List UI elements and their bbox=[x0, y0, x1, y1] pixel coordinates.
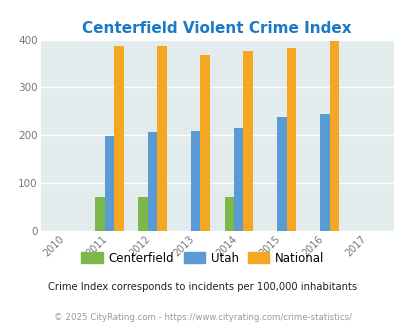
Bar bbox=[114, 46, 124, 231]
Bar bbox=[320, 114, 329, 231]
Bar bbox=[224, 197, 233, 231]
Text: Crime Index corresponds to incidents per 100,000 inhabitants: Crime Index corresponds to incidents per… bbox=[48, 282, 357, 292]
Title: Centerfield Violent Crime Index: Centerfield Violent Crime Index bbox=[82, 21, 351, 36]
Bar bbox=[147, 132, 157, 231]
Bar bbox=[276, 117, 286, 231]
Bar bbox=[233, 128, 243, 231]
Bar bbox=[190, 131, 200, 231]
Text: © 2025 CityRating.com - https://www.cityrating.com/crime-statistics/: © 2025 CityRating.com - https://www.city… bbox=[54, 313, 351, 322]
Legend: Centerfield, Utah, National: Centerfield, Utah, National bbox=[77, 247, 328, 269]
Bar bbox=[157, 46, 166, 231]
Bar bbox=[200, 55, 209, 231]
Bar bbox=[286, 48, 295, 231]
Bar bbox=[243, 51, 252, 231]
Bar bbox=[104, 136, 114, 231]
Bar bbox=[329, 41, 338, 231]
Bar bbox=[95, 197, 104, 231]
Bar bbox=[138, 197, 147, 231]
